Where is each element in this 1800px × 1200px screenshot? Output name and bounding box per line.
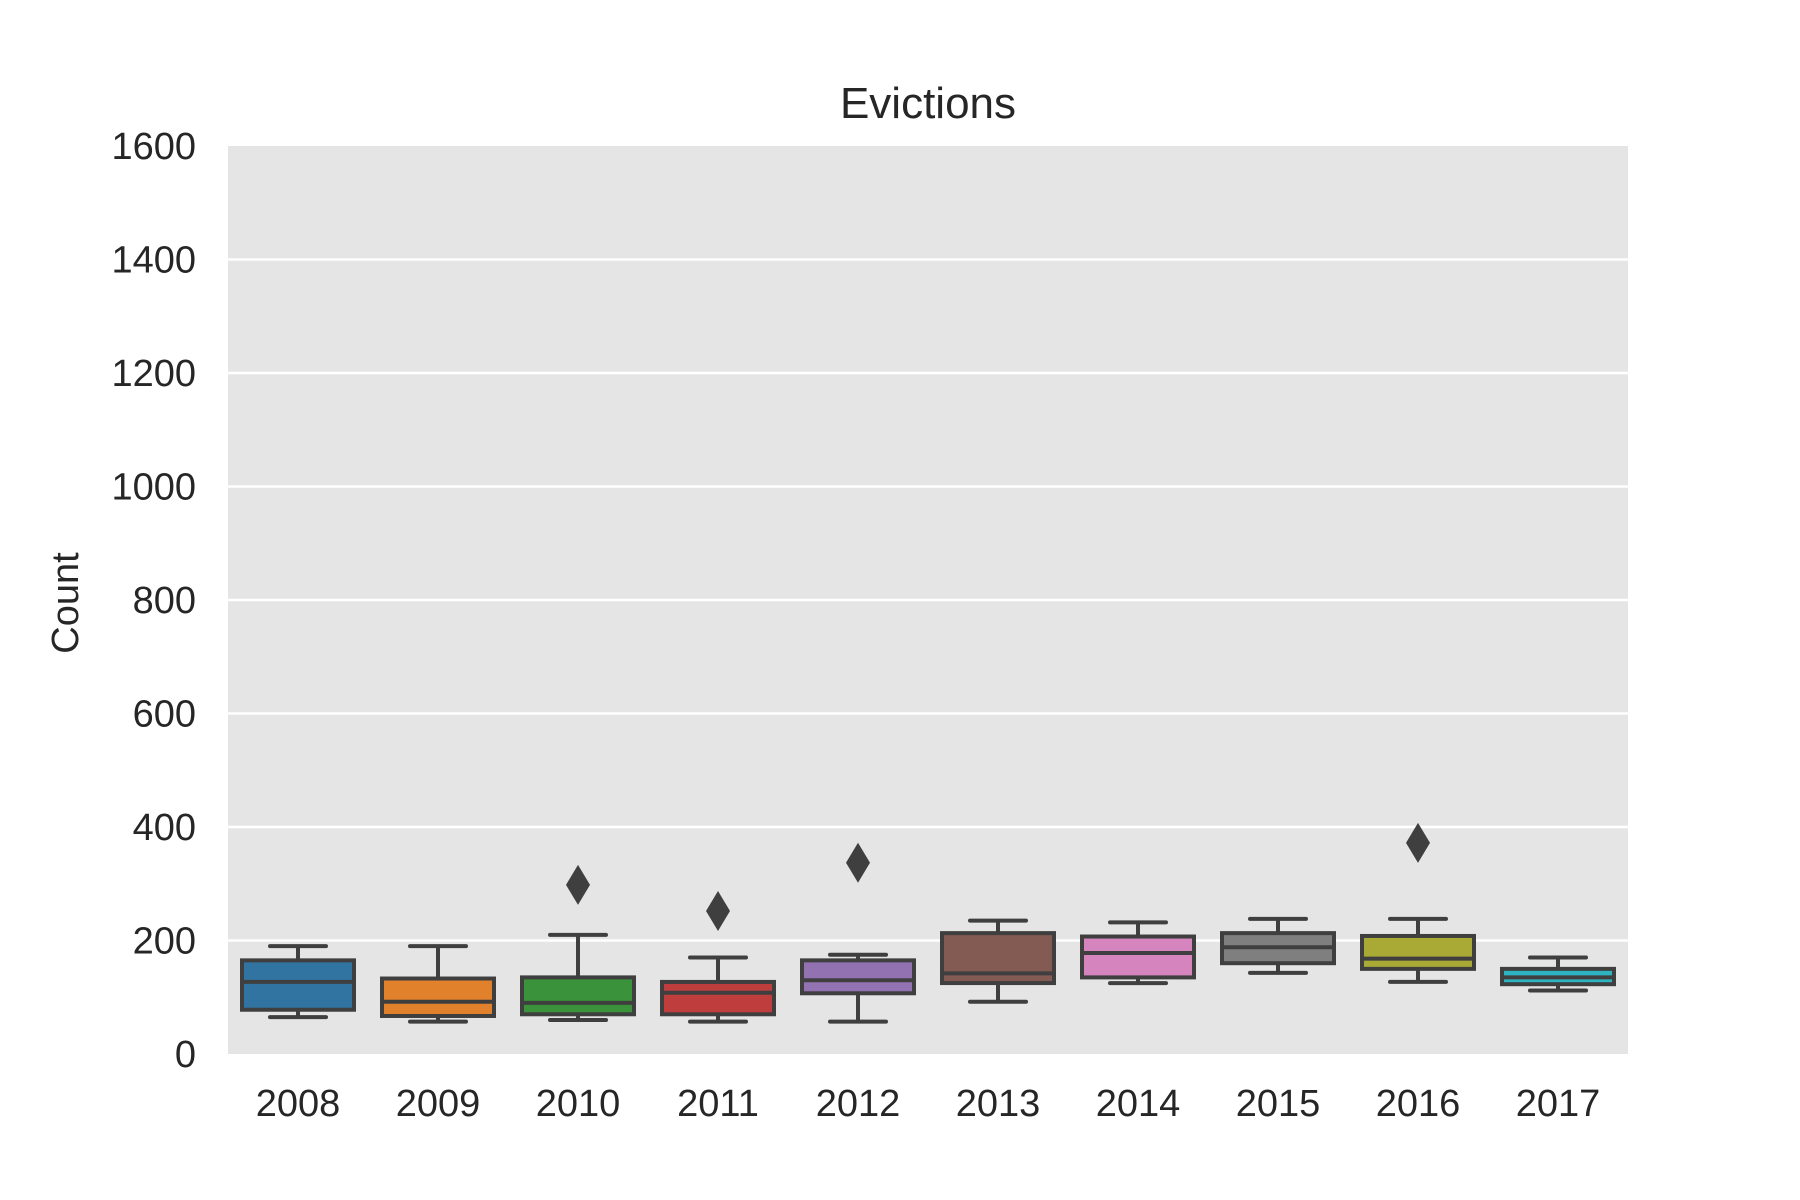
box-2011 [660,890,776,1024]
box-2010 [520,864,636,1022]
box-iqr [800,958,916,996]
chart-title: Evictions [840,79,1016,128]
x-tick-label: 2012 [816,1083,901,1125]
y-tick-label: 0 [175,1034,196,1076]
box-2016 [1360,822,1476,984]
box-iqr [1080,934,1196,980]
y-tick-label: 400 [133,807,196,849]
x-tick-label: 2013 [956,1083,1041,1125]
x-tick-label: 2014 [1096,1083,1181,1125]
x-tick-label: 2016 [1376,1083,1461,1125]
box-2009 [380,944,496,1024]
y-tick-label: 800 [133,580,196,622]
y-tick-label: 1600 [111,126,196,168]
outlier-point [846,842,870,883]
box-2013 [940,918,1056,1004]
y-tick-label: 1200 [111,353,196,395]
x-tick-label: 2009 [396,1083,481,1125]
y-tick-label: 600 [133,694,196,736]
box-iqr [380,976,496,1018]
y-axis-ticks: 0 200 400 600 800 1000 1200 1400 1600 [111,126,196,1076]
x-tick-label: 2017 [1516,1083,1601,1125]
x-axis-ticks: 2008 2009 2010 2011 2012 2013 2014 2015 2016 2017 [256,1083,1601,1125]
box-iqr [940,931,1056,986]
box-2017 [1500,955,1616,993]
box-2008 [240,944,356,1020]
box-iqr [660,979,776,1017]
x-tick-label: 2008 [256,1083,341,1125]
y-axis-label: Count [45,552,87,654]
box-iqr [240,958,356,1012]
outlier-point [1406,822,1430,863]
box-iqr [520,975,636,1017]
box-2015 [1220,916,1336,975]
outlier-point [706,890,730,931]
box-2012 [800,842,916,1024]
x-tick-label: 2015 [1236,1083,1321,1125]
y-tick-label: 200 [133,921,196,963]
y-tick-label: 1000 [111,467,196,509]
x-tick-label: 2011 [677,1083,759,1125]
box-series [240,822,1616,1024]
outlier-point [566,864,590,905]
x-tick-label: 2010 [536,1083,621,1125]
y-tick-label: 1400 [111,240,196,282]
grid-lines [228,258,1628,942]
box-iqr [1360,933,1476,971]
box-2014 [1080,920,1196,986]
